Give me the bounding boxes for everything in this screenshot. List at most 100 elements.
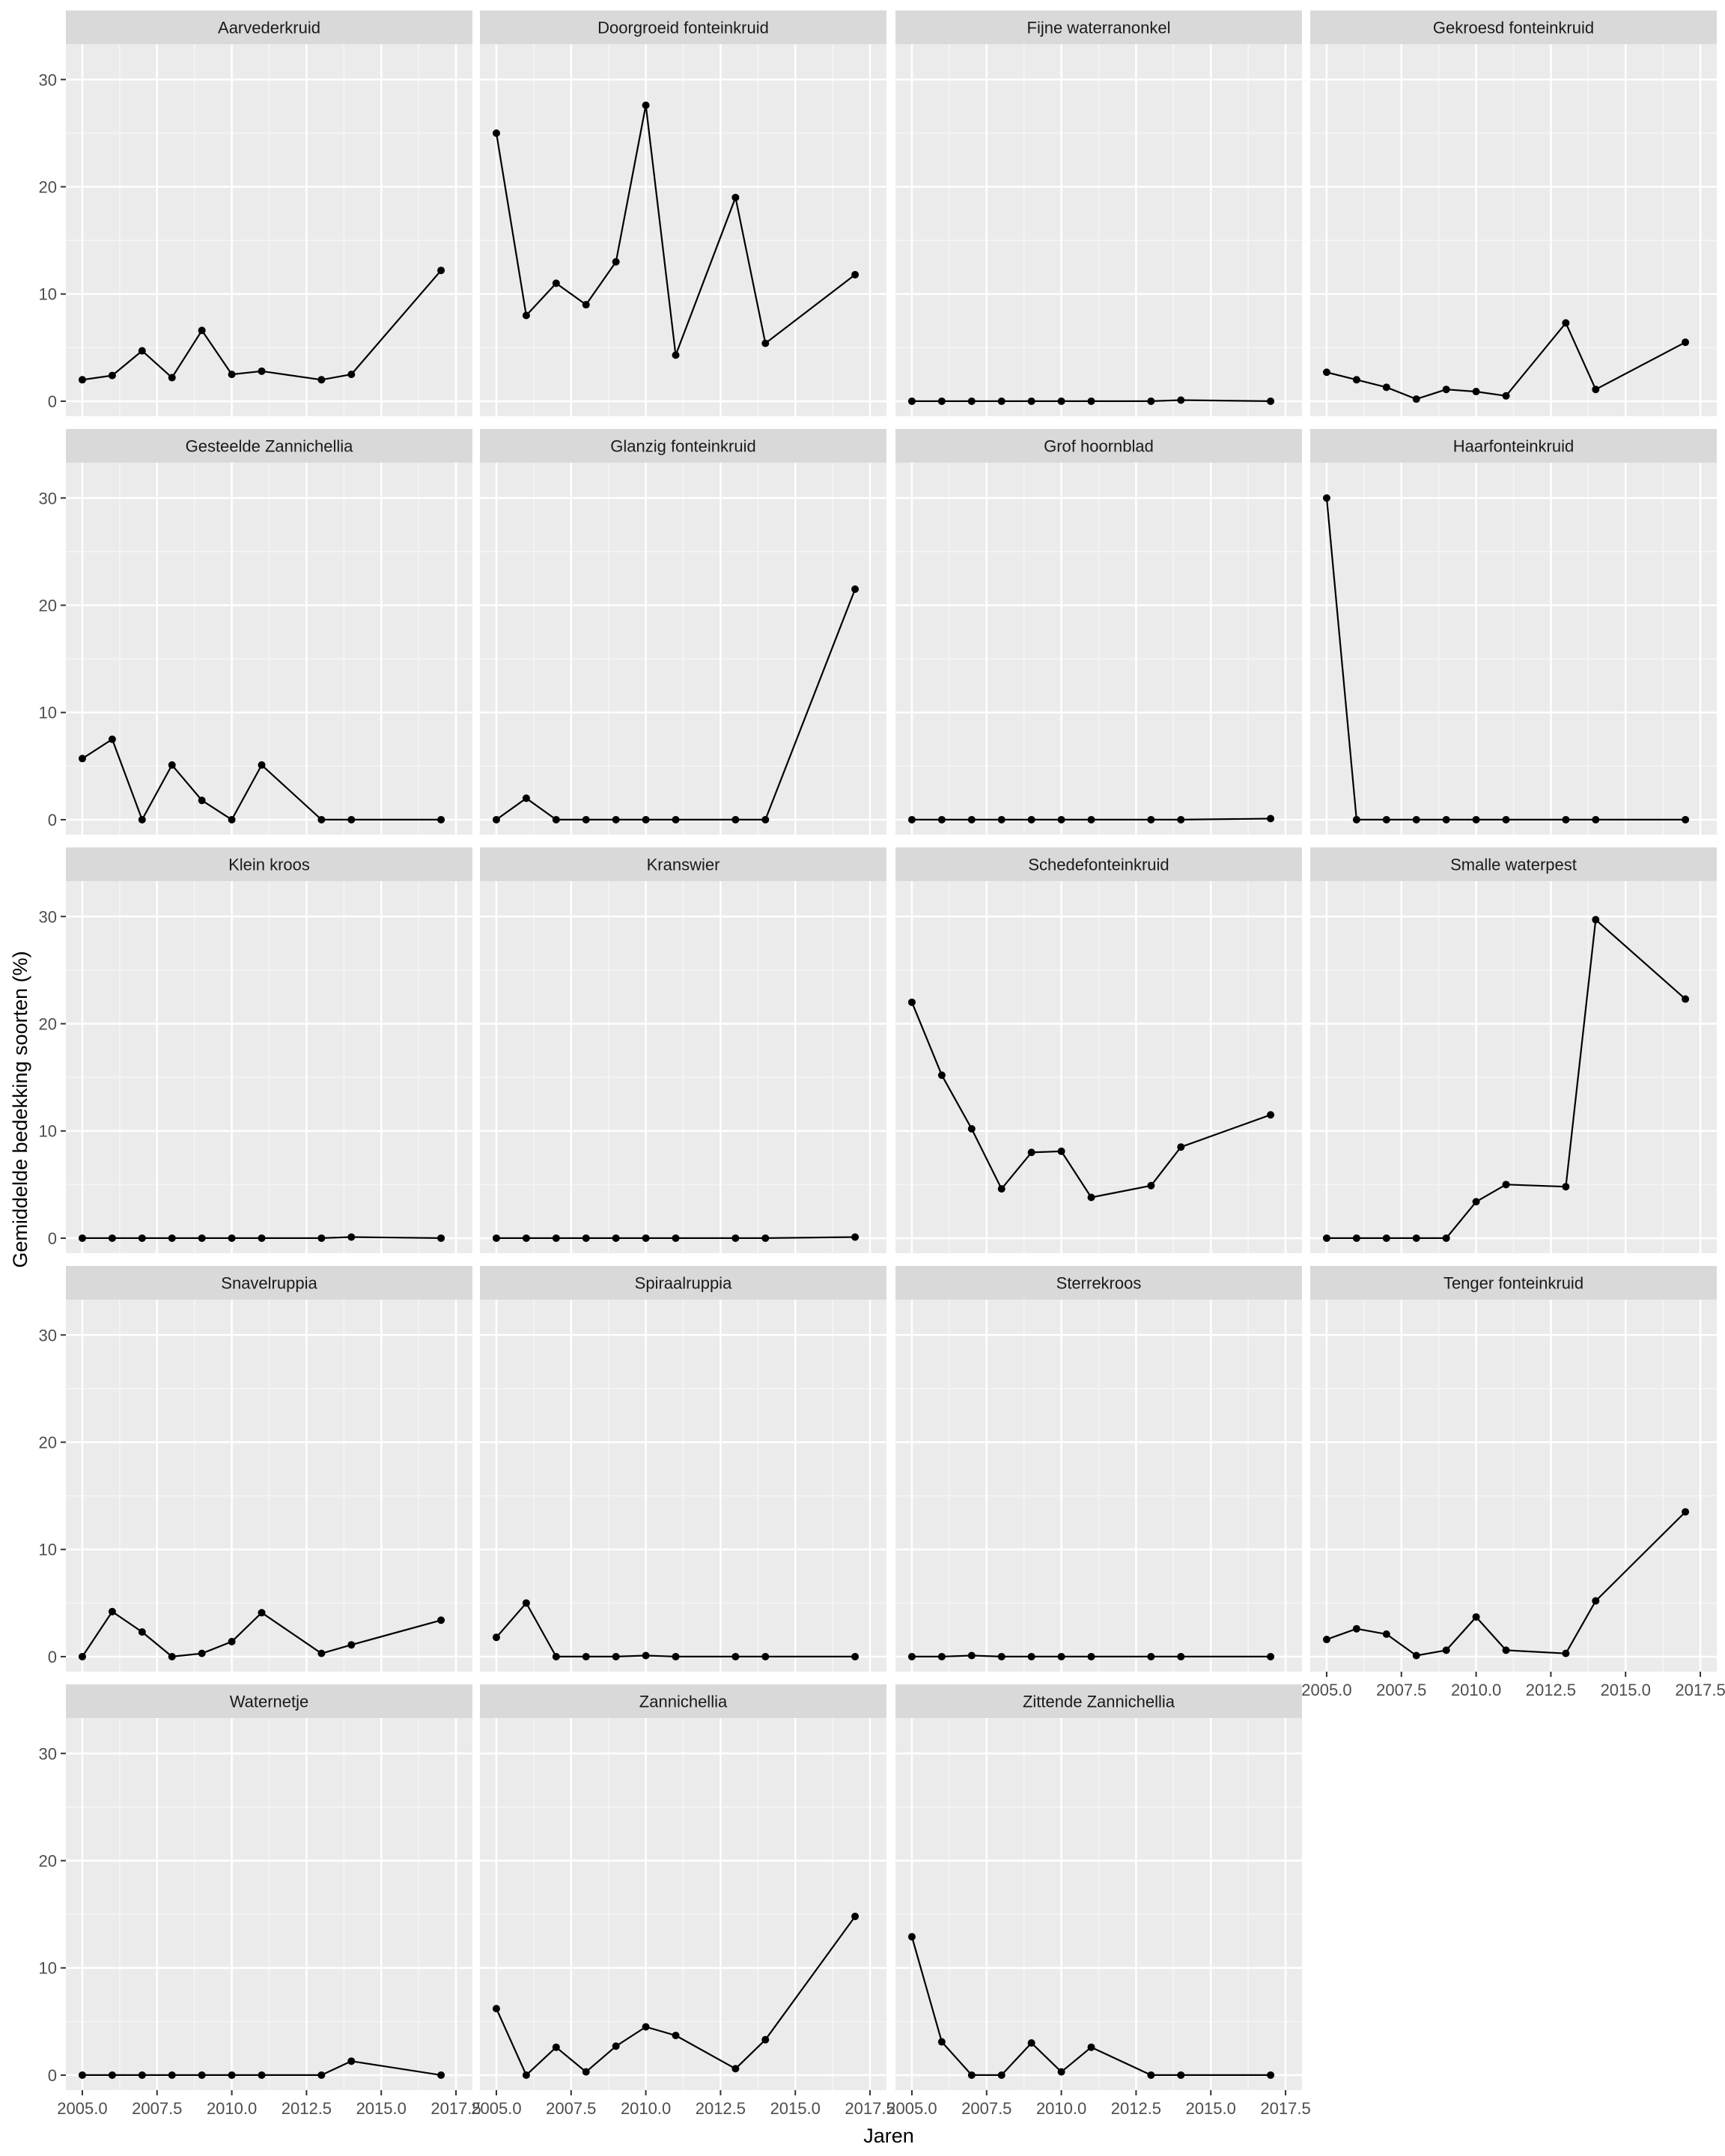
- series-line: [496, 588, 857, 821]
- strip-background: [480, 10, 886, 44]
- data-point: [258, 367, 266, 375]
- strip-label: Snavelruppia: [221, 1274, 317, 1293]
- data-point: [997, 815, 1006, 823]
- y-tick-label: 30: [39, 70, 57, 89]
- series-line: [495, 104, 856, 356]
- x-tick-label: 2012.5: [1526, 1681, 1576, 1699]
- data-point: [1147, 1652, 1155, 1660]
- data-point: [317, 376, 326, 384]
- strip-background: [1310, 847, 1717, 881]
- y-tick-label: 10: [39, 285, 57, 304]
- data-point: [522, 1599, 530, 1607]
- data-point: [317, 1649, 326, 1657]
- y-axis-title: Gemiddelde bedekking soorten (%): [9, 951, 31, 1267]
- data-point: [937, 1071, 946, 1079]
- series-line: [910, 1002, 1271, 1199]
- data-point: [168, 2071, 176, 2079]
- x-tick-label: 2012.5: [282, 2099, 332, 2118]
- x-tick-label: 2005.0: [57, 2099, 107, 2118]
- data-point: [198, 797, 206, 805]
- panel-tenger-fonteinkruid: Tenger fonteinkruid 2005.0 2007.5 2010.0 201…: [1301, 1266, 1725, 1699]
- strip-label: Aarvederkruid: [218, 19, 320, 37]
- data-point: [1087, 1652, 1095, 1660]
- data-point: [437, 2071, 445, 2079]
- x-tick-label: 2007.5: [132, 2099, 182, 2118]
- strip-label: Smalle waterpest: [1450, 856, 1577, 874]
- data-point: [138, 1234, 146, 1242]
- strip-label: Tenger fonteinkruid: [1443, 1274, 1583, 1293]
- strip-label: Zannichellia: [639, 1693, 728, 1711]
- data-point: [1322, 1234, 1330, 1242]
- strip-background: [895, 1266, 1302, 1300]
- data-point: [108, 1607, 116, 1616]
- data-point: [1322, 1636, 1330, 1644]
- data-point: [761, 2035, 770, 2044]
- data-point: [761, 815, 770, 823]
- panel-aarvederkruid: Aarvederkruid 0 10 20 30: [39, 10, 472, 416]
- series-line: [82, 1236, 442, 1240]
- data-point: [642, 101, 650, 109]
- strip-background: [66, 1684, 472, 1718]
- data-point: [1057, 1147, 1065, 1155]
- strip-background: [480, 1684, 886, 1718]
- strip-label: Zittende Zannichellia: [1023, 1693, 1175, 1711]
- y-tick-label: 10: [39, 1122, 57, 1141]
- data-point: [317, 815, 326, 823]
- y-tick-label: 30: [39, 1744, 57, 1763]
- data-point: [198, 326, 206, 335]
- strip-background: [480, 847, 886, 881]
- data-point: [1087, 397, 1095, 405]
- data-point: [1682, 815, 1690, 823]
- data-point: [1177, 815, 1185, 823]
- data-point: [1382, 1630, 1390, 1638]
- data-point: [437, 1234, 445, 1242]
- data-point: [228, 371, 236, 379]
- data-point: [198, 1234, 206, 1242]
- data-point: [672, 351, 680, 359]
- data-point: [1472, 1613, 1480, 1621]
- data-point: [1267, 397, 1275, 405]
- data-point: [1352, 1624, 1360, 1633]
- panel-smalle-waterpest: Smalle waterpest: [1310, 847, 1717, 1253]
- panel-grof-hoornblad: Grof hoornblad: [895, 429, 1302, 835]
- y-tick-label: 0: [48, 1229, 57, 1248]
- data-point: [1027, 1148, 1035, 1157]
- panel-haarfonteinkruid: Haarfonteinkruid: [1310, 429, 1717, 835]
- series-line: [910, 1936, 1271, 2076]
- data-point: [1502, 1181, 1510, 1189]
- strip-label: Gesteelde Zannichellia: [186, 437, 354, 456]
- series-line: [1326, 1511, 1686, 1657]
- data-point: [967, 1651, 976, 1660]
- data-point: [672, 1652, 680, 1660]
- data-point: [731, 1234, 740, 1242]
- data-point: [1352, 1234, 1360, 1242]
- x-tick-label: 2007.5: [546, 2099, 596, 2118]
- data-point: [851, 1233, 860, 1241]
- data-point: [1267, 2071, 1275, 2079]
- strip-label: Klein kroos: [228, 856, 310, 874]
- data-point: [347, 2057, 356, 2065]
- data-point: [1412, 815, 1420, 823]
- series-line: [82, 270, 442, 381]
- data-point: [642, 2023, 650, 2031]
- data-point: [937, 1652, 946, 1660]
- data-point: [1442, 1646, 1450, 1654]
- data-point: [552, 1234, 560, 1242]
- y-tick-label: 20: [39, 1433, 57, 1452]
- data-point: [1472, 388, 1480, 396]
- y-tick-label: 0: [48, 1648, 57, 1666]
- data-point: [1027, 397, 1035, 405]
- x-tick-label: 2015.0: [1601, 1681, 1651, 1699]
- strip-label: Sterrekroos: [1056, 1274, 1142, 1293]
- data-point: [1147, 2071, 1155, 2079]
- data-point: [731, 2065, 740, 2073]
- series-line: [1327, 919, 1686, 1240]
- data-point: [492, 129, 500, 137]
- x-tick-label: 2017.5: [1260, 2099, 1310, 2118]
- strip-label: Schedefonteinkruid: [1028, 856, 1169, 874]
- data-point: [1027, 1652, 1035, 1660]
- data-point: [1057, 397, 1065, 405]
- series-line: [495, 1916, 856, 2076]
- data-point: [1322, 494, 1330, 502]
- data-point: [582, 2068, 590, 2076]
